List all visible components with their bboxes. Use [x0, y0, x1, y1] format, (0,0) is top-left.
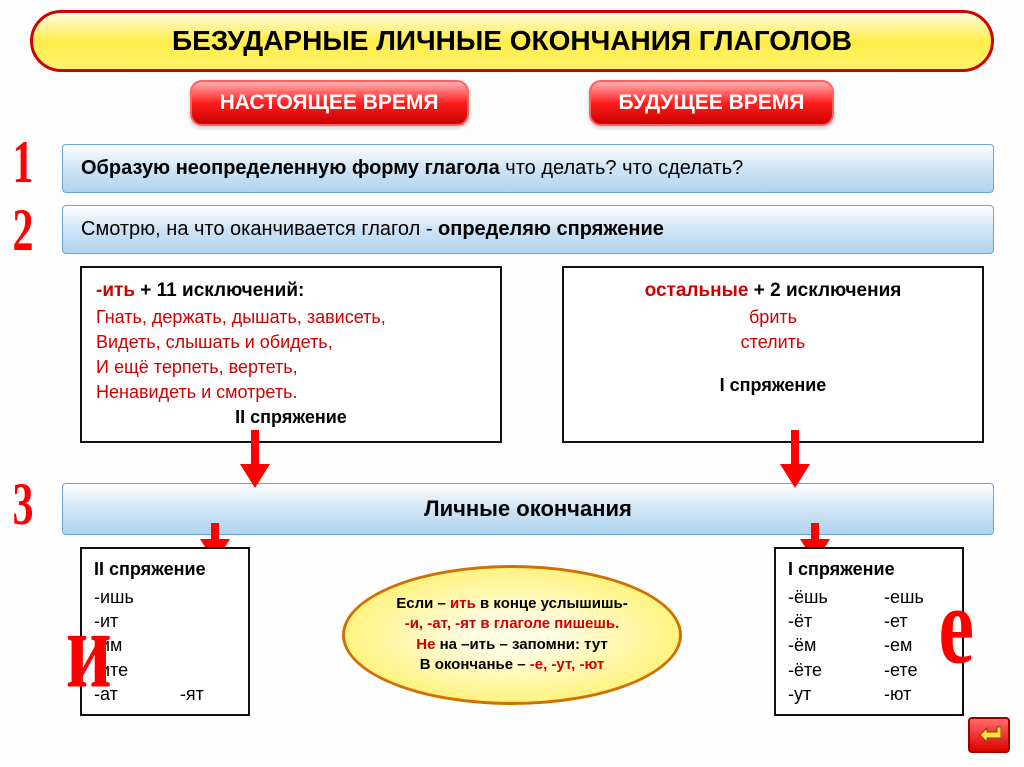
rule2-hdr-rest: + 11 исключений: — [135, 280, 304, 301]
step1-bar: Образую неопределенную форму глагола что… — [62, 144, 994, 193]
rule1-foot: I спряжение — [578, 373, 968, 398]
rule2-l3: И ещё терпеть, вертеть, — [96, 355, 486, 380]
conj2-r3: -ите — [94, 658, 236, 682]
conj1-l0: -ёшь — [788, 585, 854, 609]
nav-return-button[interactable] — [968, 717, 1010, 753]
step1-rest: что делать? что сделать? — [500, 157, 744, 179]
poem-l3a: Не — [416, 636, 435, 653]
rule1-hdr-rest: + 2 исключения — [748, 280, 901, 301]
poem-l4b: -е, -ут, -ют — [530, 656, 605, 673]
poem-l1b: ить — [450, 595, 476, 612]
step-number-3: 3 — [13, 470, 34, 539]
conj2-title: II спряжение — [94, 557, 236, 581]
step1-bold: Образую неопределенную форму глагола — [81, 157, 500, 179]
step-number-2: 2 — [13, 196, 34, 265]
big-letter-i: и — [66, 586, 112, 713]
rule2-l1: Гнать, держать, дышать, зависеть, — [96, 305, 486, 330]
poem-ellipse: Если – ить в конце услышишь- -и, -ат, -я… — [342, 565, 682, 705]
arrow-left — [240, 430, 270, 490]
rule2-hdr-red: -ить — [96, 280, 135, 301]
rule2-l4: Ненавидеть и смотреть. — [96, 380, 486, 405]
poem-l1c: в конце услышишь- — [476, 595, 628, 612]
poem-l3b: на –ить – запомни: тут — [435, 636, 607, 653]
step2-lead: Смотрю, на что оканчивается глагол - — [81, 218, 438, 240]
big-letter-e: е — [938, 562, 974, 689]
rule-box-2conj: -ить + 11 исключений: Гнать, держать, ды… — [80, 266, 502, 443]
poem-l2: -и, -ат, -ят в глаголе пишешь. — [405, 614, 620, 634]
tense-future: БУДУЩЕЕ ВРЕМЯ — [589, 80, 835, 126]
conj1-l1: -ёт — [788, 609, 854, 633]
step2-bar: Смотрю, на что оканчивается глагол - опр… — [62, 205, 994, 254]
step2-bold: определяю спряжение — [438, 218, 664, 240]
rule-box-1conj: остальные + 2 исключения брить стелить I… — [562, 266, 984, 443]
rule1-ex1: брить — [578, 305, 968, 330]
poem-l4a: В окончанье – — [420, 656, 530, 673]
rule2-l2: Видеть, слышать и обидеть, — [96, 330, 486, 355]
rule1-hdr-red: остальные — [645, 280, 749, 301]
conj1-l2: -ём — [788, 633, 854, 657]
tense-row: НАСТОЯЩЕЕ ВРЕМЯ БУДУЩЕЕ ВРЕМЯ — [20, 80, 1004, 126]
conj1-l3: -ёте — [788, 658, 854, 682]
tense-present: НАСТОЯЩЕЕ ВРЕМЯ — [190, 80, 469, 126]
bottom-row: II спряжение -ишь -ит -им -ите -ат -ят Е… — [80, 547, 964, 717]
arrow-right — [780, 430, 810, 490]
conj1-box: I спряжение -ёшь-ешь -ёт-ет -ём-ем -ёте-… — [774, 547, 964, 717]
return-arrow-icon — [977, 725, 1001, 745]
conj1-l4: -ут — [788, 682, 854, 706]
step-number-1: 1 — [13, 128, 34, 197]
conj2-last-r: -ят — [180, 682, 236, 706]
conj2-r1: -ит — [94, 609, 236, 633]
rules-row: -ить + 11 исключений: Гнать, держать, ды… — [80, 266, 984, 443]
rule2-foot: II спряжение — [96, 405, 486, 430]
main-title: БЕЗУДАРНЫЕ ЛИЧНЫЕ ОКОНЧАНИЯ ГЛАГОЛОВ — [30, 10, 994, 72]
conj2-r0: -ишь — [94, 585, 236, 609]
poem-l1a: Если – — [396, 595, 450, 612]
conj1-title: I спряжение — [788, 557, 950, 581]
conj2-r2: -им — [94, 633, 236, 657]
rule1-ex2: стелить — [578, 330, 968, 355]
